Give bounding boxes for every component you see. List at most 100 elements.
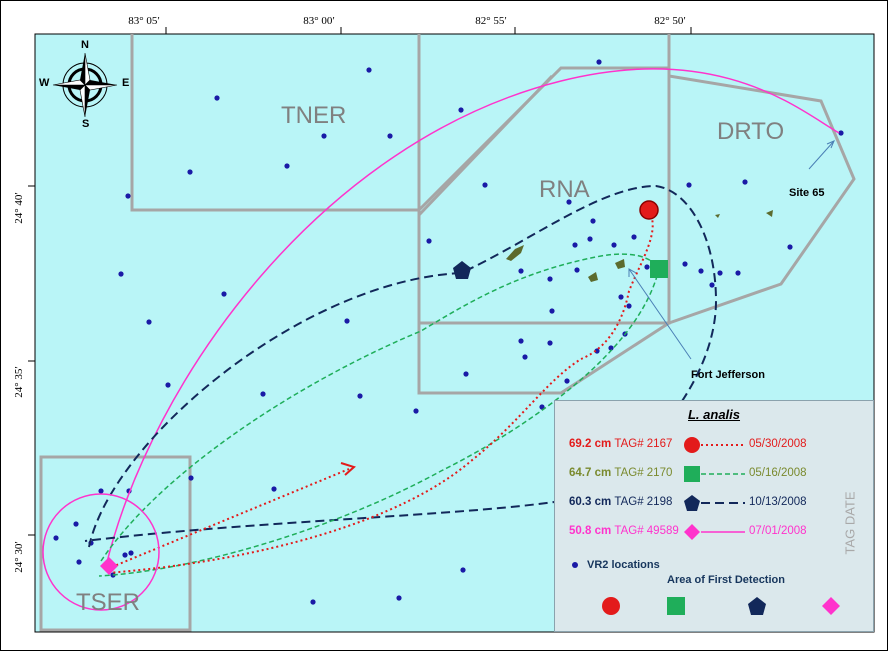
- receiver-dot: [735, 270, 741, 276]
- compass-e: E: [122, 77, 130, 89]
- legend-square-icon: [684, 466, 700, 482]
- receiver-dot: [596, 59, 602, 65]
- legend-diamond-icon: [684, 524, 700, 540]
- receiver-dot: [742, 179, 748, 185]
- track-tag-2167-branch: [106, 468, 350, 570]
- arrowhead-red: [340, 462, 356, 476]
- receiver-dot: [608, 345, 614, 351]
- legend: L. analis 69.2 cm TAG# 2167 05/30/2008 6…: [554, 400, 874, 632]
- islands: [506, 210, 773, 282]
- legend-first-detection-label: Area of First Detection: [667, 574, 785, 586]
- receiver-dot: [284, 163, 290, 169]
- zone-label-tser: TSER: [76, 589, 141, 616]
- receiver-dot: [271, 486, 277, 492]
- island-hospital-key: [715, 214, 720, 218]
- legend-row-49589: 50.8 cm TAG# 49589: [569, 525, 679, 537]
- receiver-dot: [76, 559, 82, 565]
- receiver-dot: [344, 318, 350, 324]
- receiver-dot: [460, 567, 466, 573]
- legend-symbols: [572, 437, 840, 615]
- compass-n: N: [81, 39, 89, 51]
- receiver-dot: [594, 348, 600, 354]
- receiver-dot: [260, 391, 266, 397]
- receiver-dot: [357, 393, 363, 399]
- receiver-dot: [547, 340, 553, 346]
- receiver-dot: [631, 234, 637, 240]
- receiver-dot: [396, 595, 402, 601]
- receiver-dot: [221, 291, 227, 297]
- receiver-dot: [321, 133, 327, 139]
- legend-vr2-dot-icon: [572, 562, 578, 568]
- receiver-dot: [482, 182, 488, 188]
- zone-label-drto: DRTO: [717, 118, 785, 145]
- fort-jefferson-arrow: [628, 268, 692, 360]
- receiver-dot: [611, 242, 617, 248]
- legend-size-49589: 50.8 cm: [569, 525, 612, 537]
- receiver-dot: [717, 270, 723, 276]
- legend-title: L. analis: [687, 407, 741, 422]
- receiver-dot: [188, 475, 194, 481]
- receiver-dot: [458, 107, 464, 113]
- legend-date-49589: 07/01/2008: [749, 525, 807, 537]
- receiver-dot: [590, 218, 596, 224]
- lat-tick-24-30: 24° 30′: [13, 541, 25, 573]
- receiver-dot: [686, 182, 692, 188]
- tser-boundary: [39, 455, 192, 632]
- marker-tag-49589: [100, 557, 118, 575]
- legend-first-detection-diamond-icon: [822, 597, 840, 615]
- south-boundary: [417, 321, 670, 395]
- receiver-dot: [98, 488, 104, 494]
- legend-date-2198: 10/13/2008: [749, 496, 807, 508]
- island-east-key: [766, 210, 773, 217]
- receiver-dot: [644, 264, 650, 270]
- legend-first-detection-square-icon: [667, 597, 685, 615]
- lon-tick-82-50: 82° 50′: [654, 15, 686, 27]
- lon-tick-82-55: 82° 55′: [475, 15, 507, 27]
- receiver-dot: [618, 294, 624, 300]
- marker-tag-2170: [650, 260, 668, 278]
- receiver-dot: [387, 133, 393, 139]
- zone-label-tner: TNER: [281, 102, 347, 129]
- compass-rose-icon: [52, 52, 118, 118]
- receiver-dot: [626, 303, 632, 309]
- receiver-dot: [413, 408, 419, 414]
- legend-row-2167: 69.2 cm TAG# 2167: [569, 438, 672, 450]
- marker-tag-2198: [453, 261, 471, 279]
- legend-row-2198: 60.3 cm TAG# 2198: [569, 496, 672, 508]
- receiver-dot: [165, 382, 171, 388]
- receiver-dot: [574, 267, 580, 273]
- receiver-dot: [547, 276, 553, 282]
- receiver-dot: [187, 169, 193, 175]
- legend-tag-2167: TAG# 2167: [614, 438, 673, 450]
- legend-size-2170: 64.7 cm: [569, 467, 612, 479]
- receiver-dot: [587, 236, 593, 242]
- legend-size-2198: 60.3 cm: [569, 496, 612, 508]
- receiver-dot: [572, 242, 578, 248]
- lon-tick-83-05: 83° 05′: [128, 15, 160, 27]
- marker-tag-2167: [639, 200, 659, 220]
- legend-vr2-label: VR2 locations: [587, 559, 660, 571]
- fort-jefferson-arrowhead: [628, 268, 637, 277]
- receiver-dot: [118, 271, 124, 277]
- receiver-dot: [214, 95, 220, 101]
- receiver-dot: [838, 130, 844, 136]
- legend-tag-2198: TAG# 2198: [614, 496, 673, 508]
- receiver-dot: [539, 404, 545, 410]
- track-tag-2167: [106, 210, 654, 574]
- receiver-dot: [522, 354, 528, 360]
- receiver-dot: [463, 371, 469, 377]
- site65-arrowhead: [826, 140, 835, 149]
- compass-w: W: [39, 77, 50, 89]
- site65-arrow: [808, 140, 835, 170]
- receiver-dot: [122, 552, 128, 558]
- tser-detection-circle: [42, 493, 160, 611]
- lon-tick-83-00: 83° 00′: [303, 15, 335, 27]
- island-loggerhead: [506, 245, 524, 261]
- receiver-dot: [564, 378, 570, 384]
- receiver-dot: [787, 244, 793, 250]
- fort-jefferson-label: Fort Jefferson: [691, 369, 765, 381]
- receiver-dot: [426, 238, 432, 244]
- receiver-dot: [366, 67, 372, 73]
